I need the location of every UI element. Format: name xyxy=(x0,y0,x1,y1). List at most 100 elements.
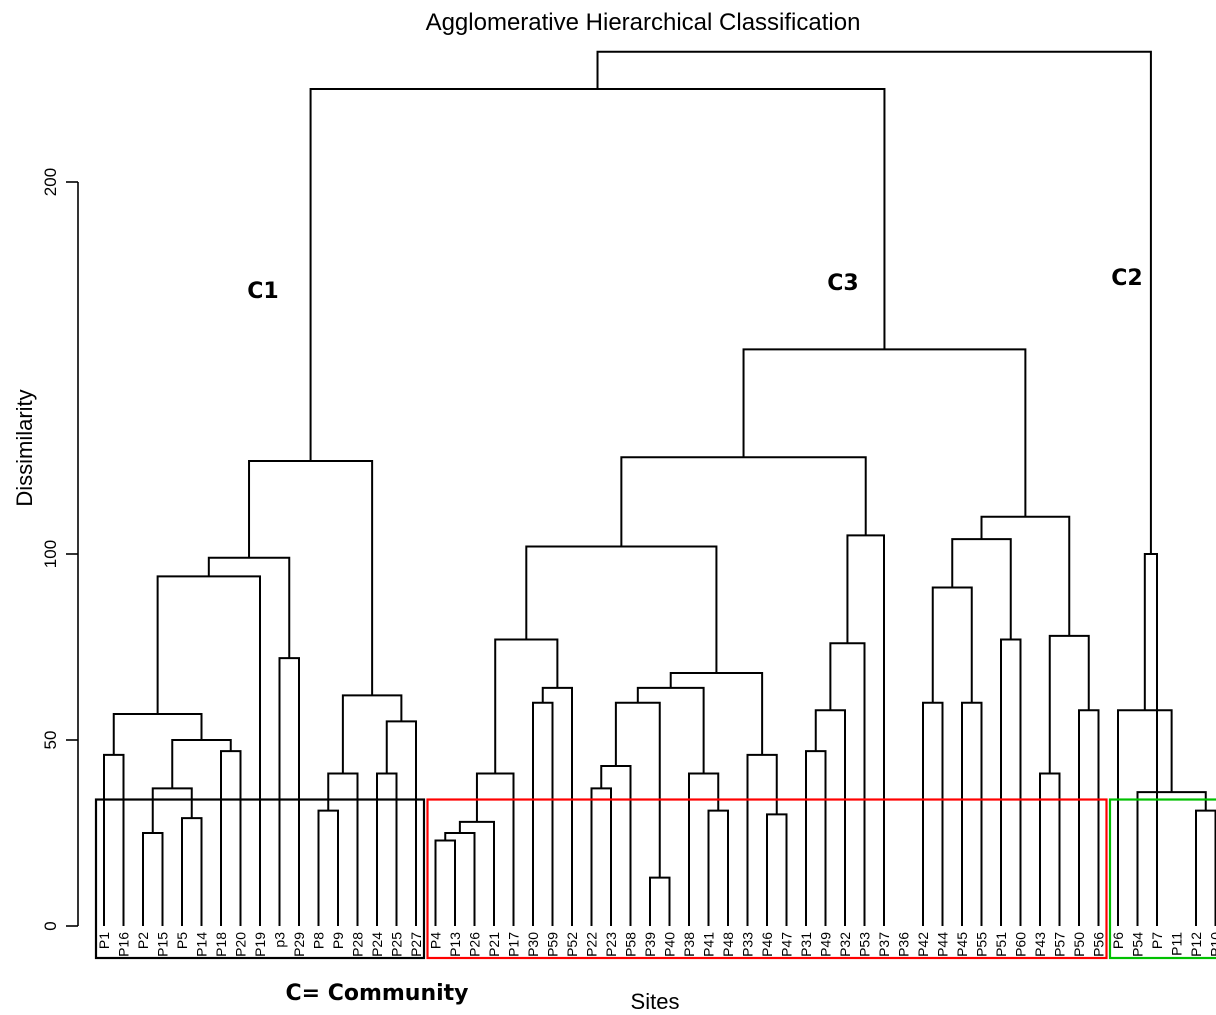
leaf-label: P36 xyxy=(896,932,912,957)
leaf-label: P17 xyxy=(506,932,522,957)
leaf-label: P5 xyxy=(174,932,190,949)
leaf-label: P30 xyxy=(525,932,541,957)
dendrogram-link xyxy=(829,642,866,926)
leaf-label: P41 xyxy=(701,932,717,957)
dendrogram-link xyxy=(636,686,705,774)
dendrogram-link xyxy=(742,348,1027,517)
leaf-label: P2 xyxy=(135,932,151,949)
dendrogram-link xyxy=(922,701,944,926)
dendrogram-link xyxy=(151,787,193,833)
cluster-label: C3 xyxy=(827,271,858,296)
leaf-label: P57 xyxy=(1052,932,1068,957)
leaf-label: P23 xyxy=(603,932,619,957)
leaf-label: P43 xyxy=(1032,932,1048,957)
leaf-label: P60 xyxy=(1013,932,1029,957)
dendrogram-link xyxy=(649,876,671,926)
dendrogram-link xyxy=(142,832,164,926)
leaf-label: P13 xyxy=(447,932,463,957)
cluster-label: C1 xyxy=(247,279,278,304)
dendrogram-link xyxy=(309,88,886,461)
leaf-label: P4 xyxy=(428,932,444,949)
dendrogram-link xyxy=(1117,709,1173,926)
leaf-label: P49 xyxy=(818,932,834,957)
community-box xyxy=(1108,798,1216,960)
dendrogram-link xyxy=(207,556,291,659)
leaf-label: P16 xyxy=(116,932,132,957)
leaf-label: P20 xyxy=(233,932,249,957)
leaf-label: P33 xyxy=(740,932,756,957)
community-boxes xyxy=(94,798,1216,960)
dendrogram-link xyxy=(458,820,495,926)
leaf-label: P32 xyxy=(837,932,853,957)
dendrogram-link xyxy=(961,701,983,926)
dendrogram-link xyxy=(814,709,846,926)
dendrogram-link xyxy=(317,809,339,926)
leaf-label: P22 xyxy=(584,932,600,957)
dendrogram-link xyxy=(590,787,612,926)
leaf-label: P54 xyxy=(1130,932,1146,957)
leaf-label: P44 xyxy=(935,932,951,957)
y-axis: 0 50 100 200 xyxy=(41,168,79,931)
dendrogram-link xyxy=(278,657,300,926)
leaf-label: P59 xyxy=(545,932,561,957)
dendrogram-link xyxy=(1048,634,1090,774)
leaf-label: P52 xyxy=(564,932,580,957)
dendrogram-link xyxy=(766,813,788,926)
leaf-label: P58 xyxy=(623,932,639,957)
leaf-label: P37 xyxy=(876,932,892,957)
leaf-labels: P1 P16 P2 P15 P5 P14 P18 P20 P19 p3 P29 P8 P9 P28 P24 P… xyxy=(96,932,1216,957)
dendrogram-link xyxy=(746,753,778,926)
leaf-label: P26 xyxy=(467,932,483,957)
dendrogram-link xyxy=(1078,709,1100,926)
leaf-label: P51 xyxy=(993,932,1009,957)
leaf-label: P55 xyxy=(974,932,990,957)
community-note: C= Community xyxy=(285,981,468,1006)
leaf-label: P14 xyxy=(194,932,210,957)
leaf-label: P46 xyxy=(759,932,775,957)
leaf-label: P7 xyxy=(1149,932,1165,949)
leaf-label: P28 xyxy=(350,932,366,957)
dendrogram-link xyxy=(327,772,359,926)
dendrogram-link xyxy=(385,720,417,926)
dendrogram-link xyxy=(1195,809,1216,926)
leaf-label: P38 xyxy=(681,932,697,957)
leaf-label: P15 xyxy=(155,932,171,957)
dendrogram-link xyxy=(181,817,203,926)
leaf-label: P8 xyxy=(311,932,327,949)
x-axis-label: Sites xyxy=(631,989,680,1014)
dendrogram-link xyxy=(805,750,827,926)
leaf-label: P42 xyxy=(915,932,931,957)
dendrogram-links xyxy=(103,50,1216,926)
leaf-label: P11 xyxy=(1169,932,1185,956)
leaf-label: P53 xyxy=(857,932,873,957)
community-box xyxy=(94,798,426,960)
leaf-label: P29 xyxy=(291,932,307,957)
y-tick-label: 100 xyxy=(41,540,60,568)
y-ticks: 0 50 100 200 xyxy=(41,168,78,931)
dendrogram-link xyxy=(1000,638,1022,926)
dendrogram-link xyxy=(951,538,1012,640)
leaf-label: P47 xyxy=(779,932,795,957)
leaf-label: P27 xyxy=(408,932,424,957)
dendrogram-link xyxy=(1143,553,1158,926)
dendrogram-link xyxy=(669,672,764,755)
leaf-label: P39 xyxy=(642,932,658,957)
dendrogram-link xyxy=(376,772,398,926)
dendrogram-link xyxy=(596,50,1152,554)
cluster-labels: C1 C3 C2 xyxy=(247,266,1142,304)
leaf-label: P18 xyxy=(213,932,229,957)
dendrogram-link xyxy=(525,545,718,674)
leaf-label: p3 xyxy=(272,932,288,948)
dendrogram-link xyxy=(541,686,573,926)
dendrogram-link xyxy=(532,701,554,926)
leaf-label: P6 xyxy=(1110,932,1126,949)
dendrogram-link xyxy=(600,765,632,926)
community-box xyxy=(426,798,1108,960)
y-tick-label: 50 xyxy=(41,731,60,750)
dendrogram-link xyxy=(434,839,456,926)
leaf-label: P1 xyxy=(96,932,112,949)
leaf-label: P50 xyxy=(1071,932,1087,957)
leaf-label: P21 xyxy=(486,932,502,957)
leaf-label: P10 xyxy=(1208,932,1216,957)
